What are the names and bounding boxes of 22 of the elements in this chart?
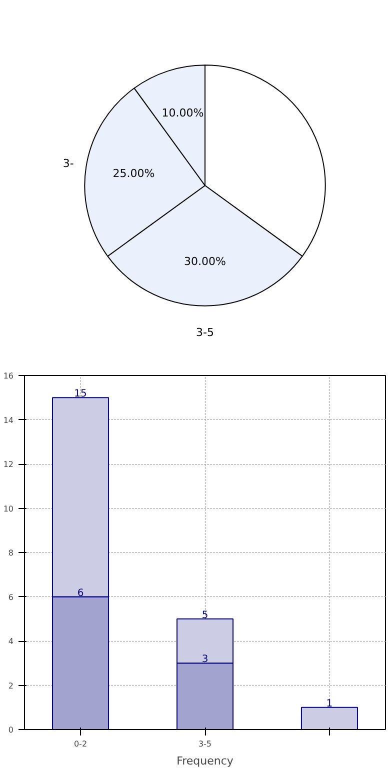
data-label: 25.00% (112, 167, 155, 180)
y-tick-label: 6 (8, 592, 14, 602)
slice-label: 3-5 (196, 326, 214, 339)
y-tick-label: 0 (8, 726, 14, 734)
y-tick-label: 8 (8, 548, 14, 558)
data-label: 10.00% (162, 106, 204, 120)
total-label: 15 (74, 388, 87, 400)
y-tick-label: 16 (3, 372, 14, 380)
bar (300, 706, 358, 730)
x-axis-title: Frequency (176, 754, 234, 768)
y-tick-label: 14 (3, 416, 14, 425)
y-tick-label: 2 (8, 681, 14, 690)
data-label: 6 (77, 588, 84, 599)
data-label: 3 (202, 654, 208, 666)
total-label: 5 (202, 610, 208, 621)
y-tick-label: 10 (3, 504, 14, 514)
x-tick-label: 0-2 (74, 740, 88, 748)
y-tick-label: 4 (8, 637, 14, 646)
slice-label: 3- (62, 157, 74, 170)
data-label: 30.00% (184, 255, 226, 268)
y-tick-label: 12 (3, 460, 14, 469)
total-label: 1 (326, 698, 333, 710)
